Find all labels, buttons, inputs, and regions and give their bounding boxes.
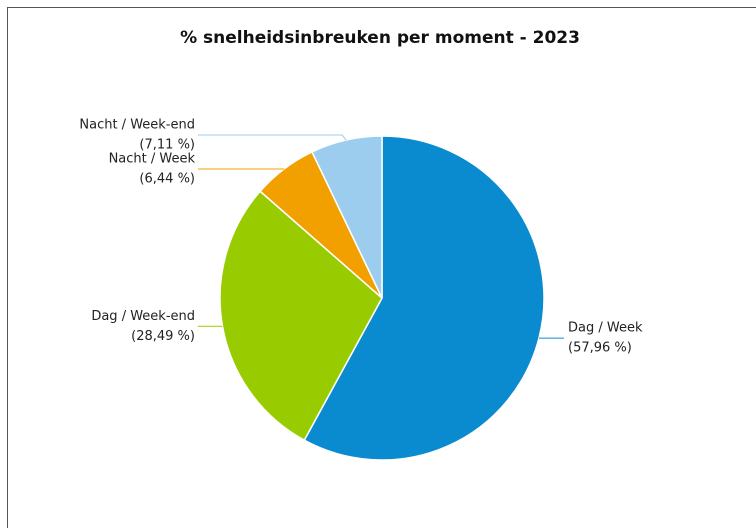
slice-label: Dag / Week-end <box>91 309 195 324</box>
slice-label: Nacht / Week-end <box>79 118 195 133</box>
connector <box>198 134 347 141</box>
chart-title: % snelheidsinbreuken per moment - 2023 <box>180 28 580 48</box>
slice-label: Dag / Week <box>568 321 643 336</box>
slice-label: Nacht / Week <box>109 151 196 166</box>
slice-value-label: (7,11 %) <box>139 138 195 153</box>
pie-slice <box>219 190 383 442</box>
pie-slice <box>311 135 383 299</box>
slice-value-label: (6,44 %) <box>139 171 195 186</box>
slice-value-label: (28,49 %) <box>131 329 195 344</box>
slice-value-label: (57,96 %) <box>568 341 632 356</box>
